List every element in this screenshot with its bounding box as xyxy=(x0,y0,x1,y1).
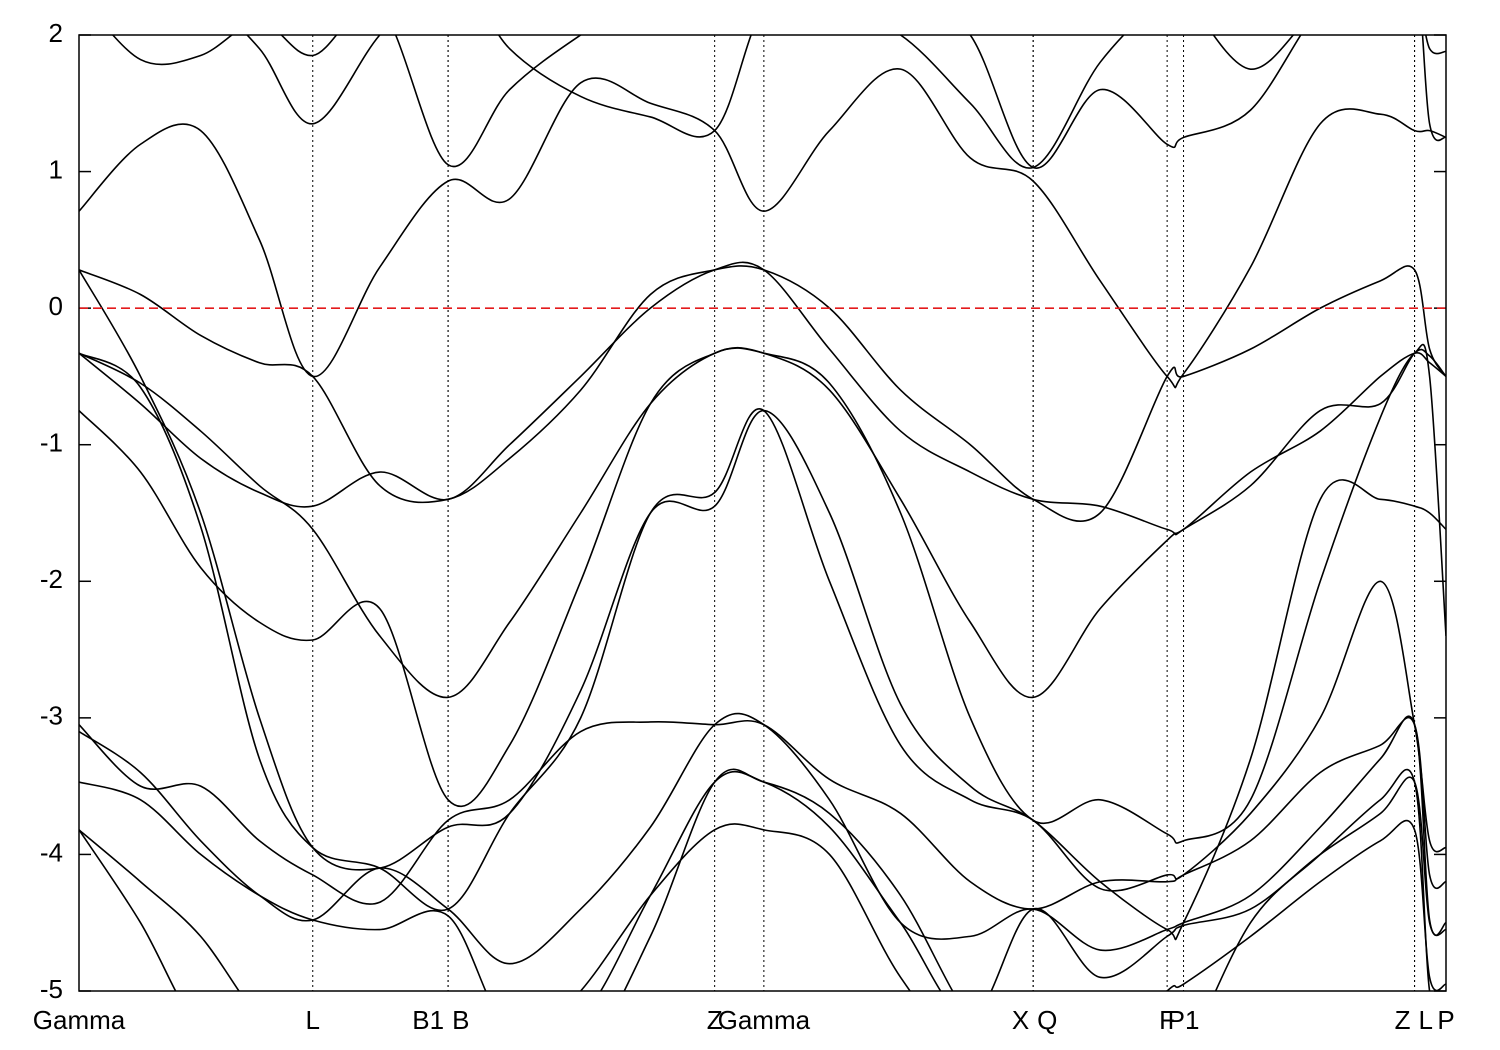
band-line xyxy=(246,35,1446,169)
band-line xyxy=(79,261,1446,536)
y-tick-label: 1 xyxy=(49,154,63,184)
band-line xyxy=(79,269,1446,941)
band-line xyxy=(79,346,1446,699)
band-line xyxy=(79,768,1446,991)
band-line xyxy=(79,68,1446,389)
band-line xyxy=(79,819,1446,991)
band-line xyxy=(79,712,1446,965)
y-tick-label: -3 xyxy=(40,701,63,731)
band-line xyxy=(79,716,1446,910)
band-line xyxy=(79,343,1446,844)
band-line xyxy=(111,35,1446,169)
band-line xyxy=(79,770,1446,991)
x-tick-label: B xyxy=(452,1005,469,1035)
y-tick-label: -2 xyxy=(40,564,63,594)
x-tick-label: B1 xyxy=(412,1005,444,1035)
x-tick-label: Z xyxy=(1395,1005,1411,1035)
x-tick-label: X xyxy=(1012,1005,1029,1035)
band-line xyxy=(79,352,1446,912)
y-tick-label: -5 xyxy=(40,974,63,1004)
x-tick-label: L xyxy=(306,1005,320,1035)
plot-frame xyxy=(78,34,1447,992)
x-tick-label: L xyxy=(1419,1005,1433,1035)
y-tick-label: 2 xyxy=(49,18,63,48)
y-tick-label: 0 xyxy=(49,291,63,321)
x-tick-label: P1 xyxy=(1168,1005,1200,1035)
x-tick-label: F xyxy=(1159,1005,1175,1035)
y-tick-label: -1 xyxy=(40,428,63,458)
y-tick-label: -4 xyxy=(40,837,63,867)
x-tick-label: Gamma xyxy=(33,1005,126,1035)
x-tick-label: Gamma xyxy=(718,1005,811,1035)
x-tick-label: Z xyxy=(707,1005,723,1035)
band-line xyxy=(79,265,1446,523)
x-tick-label: P xyxy=(1437,1005,1454,1035)
plot-area xyxy=(79,35,1446,991)
x-tick-label: Q xyxy=(1037,1005,1057,1035)
